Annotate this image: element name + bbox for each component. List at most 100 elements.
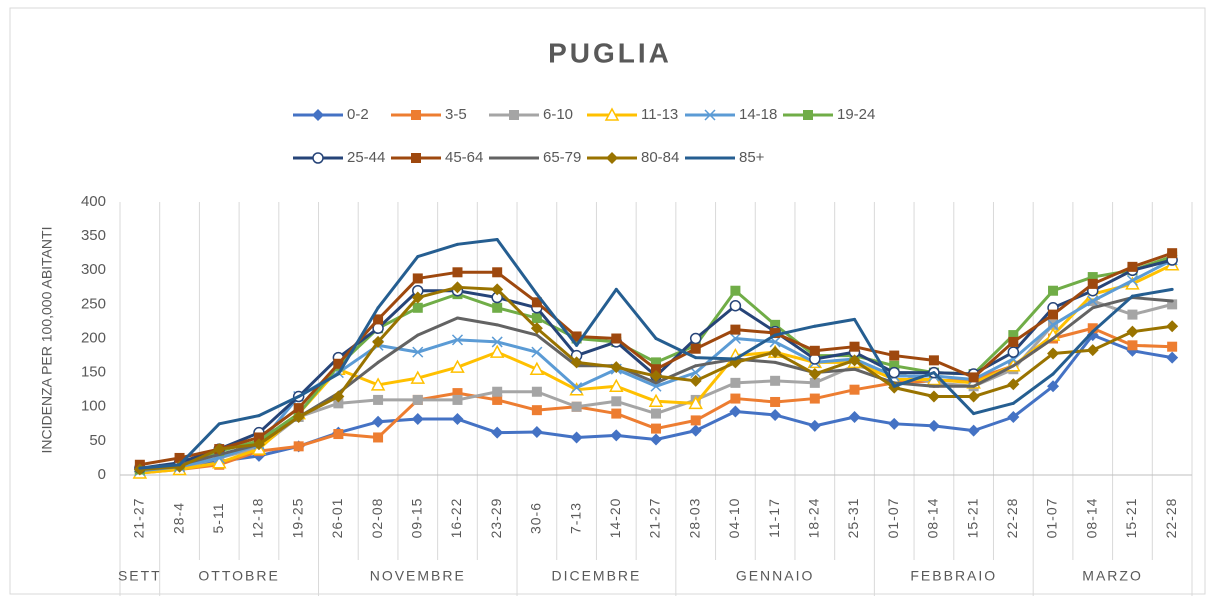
data-point: [808, 367, 821, 380]
y-tick-label: 350: [81, 227, 106, 244]
legend-item: 25-44: [293, 149, 385, 166]
data-point: [491, 336, 503, 348]
x-tick-label: 01-07: [885, 498, 901, 539]
data-point: [410, 370, 426, 384]
data-point: [809, 393, 820, 404]
legend-label: 45-64: [445, 149, 483, 166]
data-point: [491, 283, 504, 296]
data-point: [967, 390, 980, 403]
data-point: [569, 382, 584, 396]
data-point: [1166, 320, 1179, 333]
series: [138, 238, 1174, 470]
legend-item: 3-5: [391, 106, 467, 123]
data-point: [848, 410, 861, 423]
legend-marker: [704, 109, 716, 121]
legend-marker: [803, 110, 813, 120]
y-axis-label: INCIDENZA PER 100,000 ABITANTI: [39, 227, 55, 454]
legend-item: 6-10: [489, 106, 573, 123]
data-point: [333, 358, 344, 369]
data-point: [611, 396, 622, 407]
x-tick-label: 21-27: [647, 498, 663, 539]
legend-item: 14-18: [685, 106, 777, 123]
data-point: [571, 401, 582, 412]
data-point: [730, 324, 741, 335]
data-point: [492, 394, 503, 405]
x-tick-label: 15-21: [1123, 498, 1139, 539]
y-tick-label: 100: [81, 398, 106, 415]
data-point: [733, 357, 737, 361]
data-point: [888, 366, 900, 379]
data-point: [257, 414, 261, 418]
legend-marker: [411, 110, 421, 120]
x-tick-label: 19-25: [289, 498, 305, 539]
data-point: [773, 333, 777, 337]
legend-item: 11-13: [587, 106, 678, 123]
x-group-label: OTTOBRE: [198, 568, 279, 584]
data-point: [689, 424, 702, 437]
y-tick-label: 200: [81, 329, 106, 346]
data-point: [293, 441, 304, 452]
data-point: [892, 384, 896, 388]
data-point: [654, 337, 658, 340]
data-point: [376, 306, 380, 310]
legend-label: 65-79: [543, 149, 581, 166]
legend-label: 6-10: [543, 106, 573, 123]
data-point: [972, 412, 976, 416]
x-tick-label: 11-17: [766, 498, 782, 538]
data-point: [1086, 344, 1099, 357]
data-point: [849, 341, 860, 352]
legend-label: 19-24: [837, 106, 875, 123]
data-point: [531, 386, 542, 397]
data-point: [1051, 372, 1055, 376]
data-point: [730, 285, 741, 296]
x-tick-label: 22-28: [1163, 498, 1179, 539]
data-point: [489, 344, 505, 358]
data-point: [531, 346, 543, 358]
data-point: [654, 381, 658, 385]
legend-item: 45-64: [391, 149, 483, 166]
data-point: [1167, 299, 1178, 310]
data-point: [690, 415, 701, 426]
data-point: [889, 360, 900, 371]
data-point: [370, 377, 386, 391]
data-point: [1047, 347, 1060, 360]
data-point: [650, 433, 662, 446]
data-point: [452, 267, 463, 278]
data-point: [968, 372, 979, 383]
data-point: [492, 386, 503, 397]
data-point: [373, 394, 384, 405]
data-point: [412, 273, 423, 284]
legend-label: 3-5: [445, 106, 467, 123]
data-point: [213, 443, 226, 456]
data-point: [455, 242, 459, 246]
data-point: [411, 291, 424, 304]
data-point: [178, 463, 182, 467]
data-point: [376, 360, 380, 364]
x-tick-label: 26-01: [329, 498, 345, 539]
x-tick-label: 28-03: [686, 498, 702, 539]
data-point: [1008, 336, 1019, 347]
x-tick-label: 16-22: [448, 498, 464, 539]
data-point: [416, 333, 420, 337]
data-point: [690, 367, 702, 379]
data-point: [174, 452, 185, 463]
data-point: [609, 378, 624, 393]
data-point: [336, 372, 340, 376]
data-point: [217, 422, 221, 426]
data-point: [927, 419, 940, 432]
x-tick-label: 08-14: [925, 498, 941, 539]
data-point: [729, 405, 742, 418]
data-point: [333, 398, 344, 409]
data-point: [610, 429, 623, 442]
legend-marker: [509, 110, 519, 120]
data-point: [694, 364, 698, 368]
data-point: [1087, 278, 1098, 289]
data-point: [972, 384, 976, 388]
legend-marker: [606, 152, 618, 164]
legend-label: 11-13: [641, 106, 678, 123]
legend-label: 14-18: [739, 106, 777, 123]
data-point: [694, 356, 698, 360]
x-group-label: MARZO: [1082, 568, 1143, 584]
legend-item: 85+: [685, 149, 765, 166]
x-tick-label: 02-08: [369, 498, 385, 539]
